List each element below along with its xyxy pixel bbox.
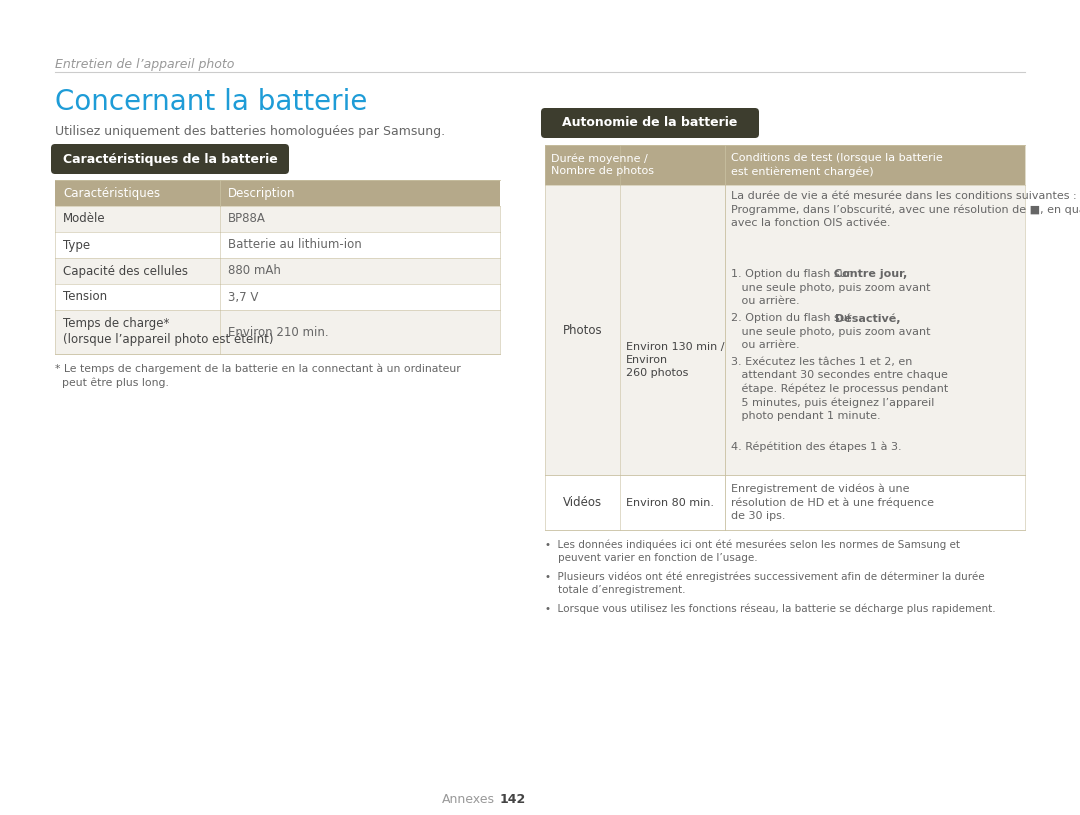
Text: Temps de charge*
(lorsque l’appareil photo est éteint): Temps de charge* (lorsque l’appareil pho… bbox=[63, 318, 273, 346]
Bar bbox=[545, 475, 620, 530]
Text: Modèle: Modèle bbox=[63, 213, 106, 226]
Text: Vidéos: Vidéos bbox=[563, 496, 602, 509]
Text: Contre jour,: Contre jour, bbox=[835, 269, 908, 279]
FancyBboxPatch shape bbox=[541, 108, 759, 138]
Text: 3,7 V: 3,7 V bbox=[228, 290, 258, 303]
Text: Durée moyenne /
Nombre de photos: Durée moyenne / Nombre de photos bbox=[551, 153, 654, 177]
Text: Enregistrement de vidéos à une
résolution de HD et à une fréquence
de 30 ips.: Enregistrement de vidéos à une résolutio… bbox=[731, 483, 934, 522]
Text: Tension: Tension bbox=[63, 290, 107, 303]
FancyBboxPatch shape bbox=[51, 144, 289, 174]
Bar bbox=[55, 258, 500, 284]
Bar bbox=[55, 180, 500, 206]
Bar bbox=[725, 475, 1025, 530]
Text: Désactivé,: Désactivé, bbox=[835, 313, 900, 324]
Text: 3. Exécutez les tâches 1 et 2, en
   attendant 30 secondes entre chaque
   étape: 3. Exécutez les tâches 1 et 2, en attend… bbox=[731, 357, 948, 421]
Text: •  Lorsque vous utilisez les fonctions réseau, la batterie se décharge plus rapi: • Lorsque vous utilisez les fonctions ré… bbox=[545, 604, 996, 615]
Text: Autonomie de la batterie: Autonomie de la batterie bbox=[563, 117, 738, 130]
Text: Caractéristiques: Caractéristiques bbox=[63, 187, 160, 200]
Bar bbox=[725, 145, 1025, 185]
Text: Environ 80 min.: Environ 80 min. bbox=[626, 497, 714, 508]
Text: Entretien de l’appareil photo: Entretien de l’appareil photo bbox=[55, 58, 234, 71]
Text: Photos: Photos bbox=[563, 324, 603, 337]
Text: BP88A: BP88A bbox=[228, 213, 266, 226]
Text: 1. Option du flash sur: 1. Option du flash sur bbox=[731, 269, 855, 279]
Bar bbox=[55, 310, 500, 354]
Text: une seule photo, puis zoom avant
   ou arrière.: une seule photo, puis zoom avant ou arri… bbox=[731, 327, 931, 350]
Text: 4. Répétition des étapes 1 à 3.: 4. Répétition des étapes 1 à 3. bbox=[731, 441, 902, 452]
Bar bbox=[725, 185, 1025, 475]
Text: •  Les données indiquées ici ont été mesurées selon les normes de Samsung et
   : • Les données indiquées ici ont été mesu… bbox=[545, 540, 960, 563]
Text: Caractéristiques de la batterie: Caractéristiques de la batterie bbox=[63, 152, 278, 165]
Text: Concernant la batterie: Concernant la batterie bbox=[55, 88, 367, 116]
Text: peut être plus long.: peut être plus long. bbox=[55, 378, 168, 389]
Bar bbox=[545, 145, 725, 185]
Text: La durée de vie a été mesurée dans les conditions suivantes : en mode
Programme,: La durée de vie a été mesurée dans les c… bbox=[731, 191, 1080, 228]
Text: 142: 142 bbox=[500, 793, 526, 806]
Text: Conditions de test (lorsque la batterie
est entièrement chargée): Conditions de test (lorsque la batterie … bbox=[731, 153, 943, 177]
Bar bbox=[620, 185, 725, 475]
Bar bbox=[55, 206, 500, 232]
Text: 880 mAh: 880 mAh bbox=[228, 265, 281, 277]
Bar bbox=[620, 475, 725, 530]
Text: Annexes: Annexes bbox=[442, 793, 495, 806]
Text: •  Plusieurs vidéos ont été enregistrées successivement afin de déterminer la du: • Plusieurs vidéos ont été enregistrées … bbox=[545, 572, 985, 595]
Text: Batterie au lithium-ion: Batterie au lithium-ion bbox=[228, 239, 362, 252]
Text: Description: Description bbox=[228, 187, 296, 200]
Text: Type: Type bbox=[63, 239, 90, 252]
Bar bbox=[55, 284, 500, 310]
Text: Capacité des cellules: Capacité des cellules bbox=[63, 265, 188, 277]
Bar bbox=[55, 232, 500, 258]
Text: * Le temps de chargement de la batterie en la connectant à un ordinateur: * Le temps de chargement de la batterie … bbox=[55, 364, 461, 375]
Bar bbox=[545, 185, 620, 475]
Text: Utilisez uniquement des batteries homologuées par Samsung.: Utilisez uniquement des batteries homolo… bbox=[55, 125, 445, 138]
Text: Environ 210 min.: Environ 210 min. bbox=[228, 325, 328, 338]
Text: une seule photo, puis zoom avant
   ou arrière.: une seule photo, puis zoom avant ou arri… bbox=[731, 283, 931, 306]
Text: 2. Option du flash sur: 2. Option du flash sur bbox=[731, 313, 855, 323]
Text: Environ 130 min /
Environ
260 photos: Environ 130 min / Environ 260 photos bbox=[626, 341, 725, 378]
